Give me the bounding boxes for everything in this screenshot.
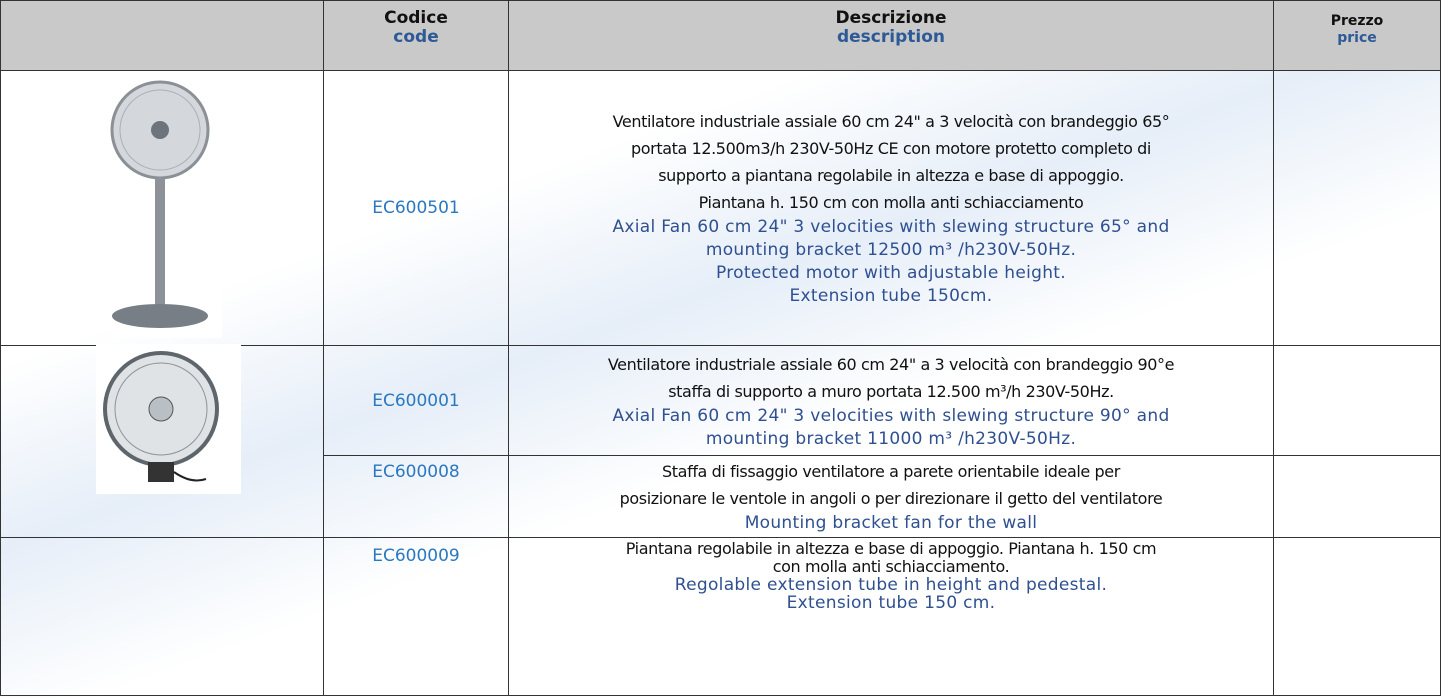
description-cell: Piantana regolabile in altezza e base di… <box>509 538 1274 696</box>
italian-description-line: con molla anti schiacciamento. <box>772 557 1010 576</box>
italian-description-line: portata 12.500m3/h 230V-50Hz CE con moto… <box>631 139 1151 158</box>
italian-description-line: Ventilatore industriale assiale 60 cm 24… <box>607 354 1175 374</box>
price-cell <box>1274 71 1441 346</box>
header-subtitle: description <box>836 27 945 47</box>
english-description-line: mounting bracket 11000 m³ /h230V-50Hz. <box>705 428 1077 449</box>
price-cell <box>1274 538 1441 696</box>
italian-description-line: Piantana h. 150 cm con molla anti schiac… <box>698 193 1084 212</box>
english-description-line: Regolable extension tube in height and p… <box>674 575 1108 595</box>
code-cell: EC600001 <box>324 346 509 456</box>
english-description-line: Axial Fan 60 cm 24" 3 velocities with sl… <box>612 405 1170 426</box>
image-cell <box>0 456 324 538</box>
image-cell <box>0 344 324 494</box>
product-code: EC600501 <box>372 198 460 218</box>
header-price: Prezzo price <box>1274 0 1441 71</box>
header-code: Codice code <box>324 0 509 71</box>
italian-description-line: staffa di supporto a muro portata 12.500… <box>668 381 1114 401</box>
product-code: EC600008 <box>372 462 460 482</box>
english-description-line: Extension tube 150 cm. <box>786 593 996 613</box>
wall-fan-image <box>96 344 241 494</box>
price-cell <box>1274 346 1441 456</box>
english-description-line: Protected motor with adjustable height. <box>716 263 1066 283</box>
english-description-line: Mounting bracket fan for the wall <box>744 513 1038 533</box>
description-cell: Staffa di fissaggio ventilatore a parete… <box>509 456 1274 538</box>
code-cell: EC600009 <box>324 538 509 696</box>
italian-description-line: posizionare le ventole in angoli o per d… <box>619 489 1163 508</box>
code-cell: EC600501 <box>324 71 509 346</box>
header-subtitle: code <box>393 27 439 47</box>
header-title: Codice <box>384 8 448 28</box>
header-image-cell <box>0 0 324 71</box>
italian-description-line: Piantana regolabile in altezza e base di… <box>625 539 1157 558</box>
header-subtitle: price <box>1337 30 1377 46</box>
english-description-line: Extension tube 150cm. <box>789 286 993 306</box>
product-code: EC600001 <box>372 390 460 411</box>
italian-description-line: Ventilatore industriale assiale 60 cm 24… <box>612 112 1170 131</box>
description-cell: Ventilatore industriale assiale 60 cm 24… <box>509 71 1274 346</box>
english-description-line: mounting bracket 12500 m³ /h230V-50Hz. <box>705 240 1077 260</box>
code-cell: EC600008 <box>324 456 509 538</box>
italian-description-line: supporto a piantana regolabile in altezz… <box>658 166 1124 185</box>
price-cell <box>1274 456 1441 538</box>
image-cell <box>0 538 324 696</box>
header-description: Descrizione description <box>509 0 1274 71</box>
italian-description-line: Staffa di fissaggio ventilatore a parete… <box>662 462 1120 481</box>
english-description-line: Axial Fan 60 cm 24" 3 velocities with sl… <box>612 217 1170 237</box>
pedestal-fan-image <box>110 78 222 338</box>
image-cell <box>0 71 324 346</box>
header-title: Prezzo <box>1330 13 1384 29</box>
header-title: Descrizione <box>835 8 947 28</box>
description-cell: Ventilatore industriale assiale 60 cm 24… <box>509 346 1274 456</box>
product-code: EC600009 <box>372 546 460 566</box>
